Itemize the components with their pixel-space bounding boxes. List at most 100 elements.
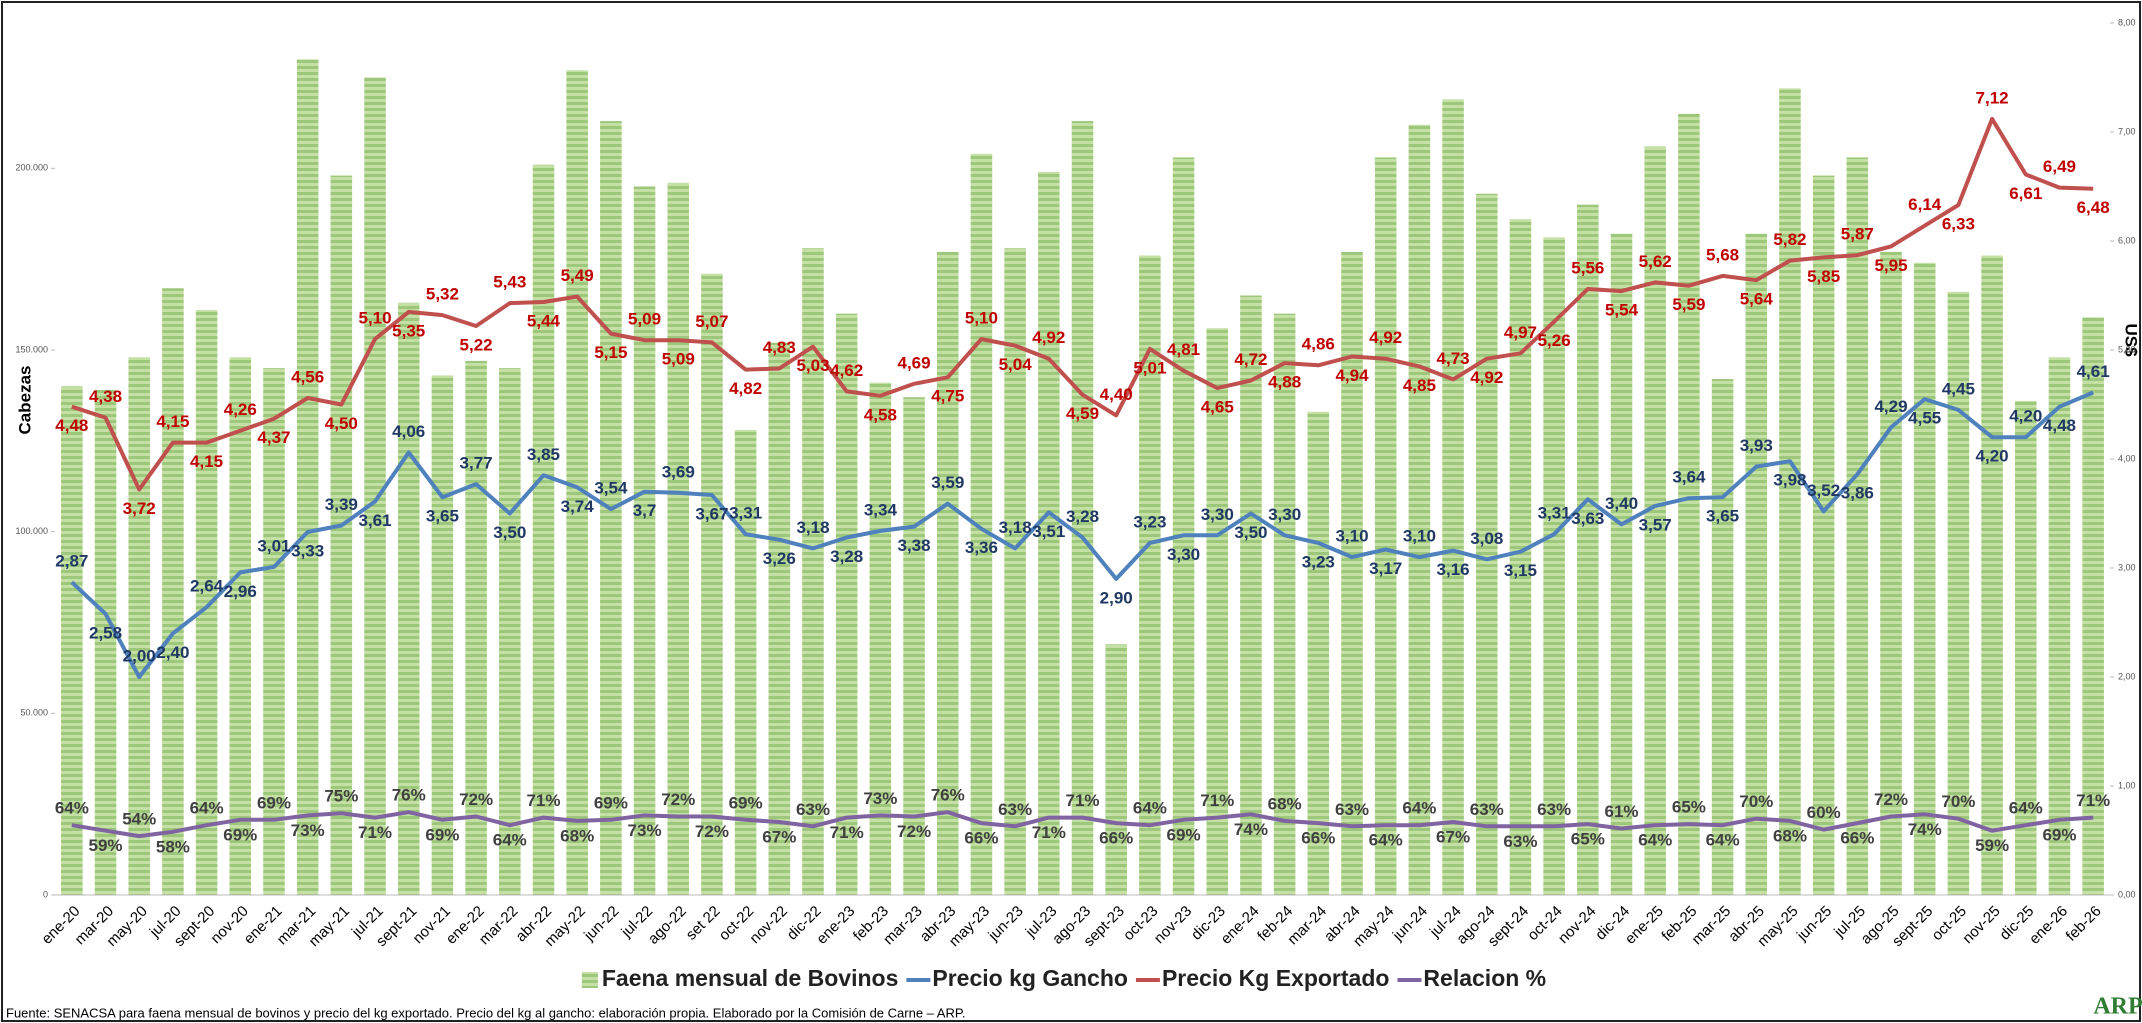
bar bbox=[94, 389, 117, 895]
bar bbox=[633, 186, 656, 895]
bar bbox=[1374, 157, 1397, 895]
bar bbox=[195, 310, 218, 895]
bar bbox=[1846, 157, 1869, 895]
data-label: 3,34 bbox=[864, 500, 898, 519]
bar bbox=[1139, 255, 1161, 896]
data-label: 5,44 bbox=[527, 312, 561, 331]
data-label: 72% bbox=[695, 822, 729, 841]
data-label: 72% bbox=[661, 790, 695, 809]
data-label: 5,15 bbox=[594, 343, 627, 362]
data-label: 69% bbox=[257, 793, 291, 812]
bar bbox=[1273, 313, 1296, 896]
y-tick-label: 150.000 bbox=[15, 344, 48, 354]
bar bbox=[1038, 171, 1060, 895]
data-label: 64% bbox=[1133, 799, 1167, 818]
bar bbox=[936, 251, 959, 895]
data-label: 71% bbox=[1065, 791, 1099, 810]
data-label: 4,85 bbox=[1403, 376, 1436, 395]
data-label: 4,56 bbox=[291, 367, 324, 386]
y2-tick-label: 5,00 bbox=[2118, 344, 2136, 354]
bar bbox=[1475, 193, 1498, 895]
data-label: 3,77 bbox=[460, 454, 493, 473]
data-label: 4,59 bbox=[1066, 404, 1099, 423]
data-label: 69% bbox=[425, 825, 459, 844]
line-series bbox=[71, 116, 2094, 492]
data-label: 3,31 bbox=[729, 504, 762, 523]
data-label: 3,18 bbox=[796, 518, 829, 537]
y-tick-label: 0 bbox=[43, 889, 48, 899]
data-label: 2,40 bbox=[156, 643, 189, 662]
bar bbox=[499, 368, 521, 896]
data-label: 64% bbox=[1369, 831, 1403, 850]
data-label: 5,07 bbox=[695, 312, 728, 331]
data-label: 3,16 bbox=[1437, 560, 1470, 579]
bar bbox=[330, 175, 353, 896]
bar bbox=[566, 70, 588, 895]
data-label: 5,26 bbox=[1538, 331, 1571, 350]
x-tick-label: nov-23 bbox=[1151, 903, 1195, 947]
data-label: 4,45 bbox=[1942, 379, 1975, 398]
data-label: 5,09 bbox=[662, 350, 695, 369]
data-label: 4,48 bbox=[55, 416, 88, 435]
bar bbox=[1644, 146, 1666, 896]
data-label: 3,38 bbox=[898, 536, 931, 555]
data-label: 5,10 bbox=[965, 309, 998, 328]
data-label: 63% bbox=[998, 800, 1032, 819]
data-label: 71% bbox=[1032, 823, 1066, 842]
bar bbox=[1341, 251, 1363, 895]
data-label: 6,48 bbox=[2077, 198, 2110, 217]
data-label: 3,01 bbox=[257, 536, 290, 555]
bar bbox=[1779, 88, 1801, 895]
y2-tick-label: 0,00 bbox=[2118, 889, 2136, 899]
legend-label: Faena mensual de Bovinos bbox=[602, 965, 899, 991]
data-label: 3,64 bbox=[1672, 468, 1706, 487]
data-label: 73% bbox=[291, 821, 325, 840]
y-tick-label: 200.000 bbox=[15, 163, 48, 173]
bar bbox=[1206, 328, 1229, 895]
data-label: 4,97 bbox=[1504, 323, 1537, 342]
x-tick-label: mar-25 bbox=[1689, 903, 1735, 949]
data-label: 3,51 bbox=[1032, 522, 1065, 541]
data-label: 3,67 bbox=[695, 504, 728, 523]
data-label: 3,30 bbox=[1268, 505, 1301, 524]
data-label: 5,82 bbox=[1773, 230, 1806, 249]
data-label: 5,54 bbox=[1605, 301, 1639, 320]
bar bbox=[1711, 379, 1734, 896]
data-label: 4,75 bbox=[931, 387, 964, 406]
data-label: 69% bbox=[2042, 825, 2076, 844]
data-label: 6,14 bbox=[1908, 195, 1942, 214]
data-label: 74% bbox=[1234, 820, 1268, 839]
x-tick-label: set 22 bbox=[683, 903, 724, 944]
bar bbox=[1678, 113, 1700, 896]
data-label: 63% bbox=[1537, 800, 1571, 819]
data-label: 69% bbox=[729, 793, 763, 812]
data-label: 5,01 bbox=[1133, 358, 1166, 377]
data-label: 3,59 bbox=[931, 473, 964, 492]
data-label: 2,87 bbox=[55, 552, 88, 571]
data-label: 64% bbox=[1402, 799, 1436, 818]
x-tick-label: ago-22 bbox=[645, 903, 690, 948]
data-label: 71% bbox=[1200, 791, 1234, 810]
bar bbox=[397, 302, 420, 895]
y2-tick-label: 3,00 bbox=[2118, 562, 2136, 572]
bar bbox=[1745, 233, 1768, 895]
bar bbox=[903, 397, 925, 895]
data-label: 69% bbox=[1167, 825, 1201, 844]
data-label: 3,33 bbox=[291, 542, 324, 561]
bar bbox=[802, 248, 824, 895]
bar bbox=[1442, 99, 1464, 896]
data-label: 3,23 bbox=[1302, 552, 1335, 571]
data-label: 63% bbox=[1470, 800, 1504, 819]
data-label: 4,69 bbox=[898, 353, 931, 372]
bar bbox=[1947, 291, 1970, 895]
data-label: 3,74 bbox=[561, 497, 595, 516]
data-label: 3,28 bbox=[1066, 507, 1099, 526]
legend-label: Precio kg Gancho bbox=[932, 965, 1128, 991]
y2-tick-label: 1,00 bbox=[2118, 780, 2136, 790]
data-label: 4,72 bbox=[1234, 350, 1267, 369]
data-label: 5,32 bbox=[426, 285, 459, 304]
data-label: 61% bbox=[1605, 802, 1639, 821]
bar bbox=[2082, 317, 2104, 895]
data-label: 66% bbox=[964, 829, 998, 848]
y2-tick-label: 7,00 bbox=[2118, 126, 2136, 136]
